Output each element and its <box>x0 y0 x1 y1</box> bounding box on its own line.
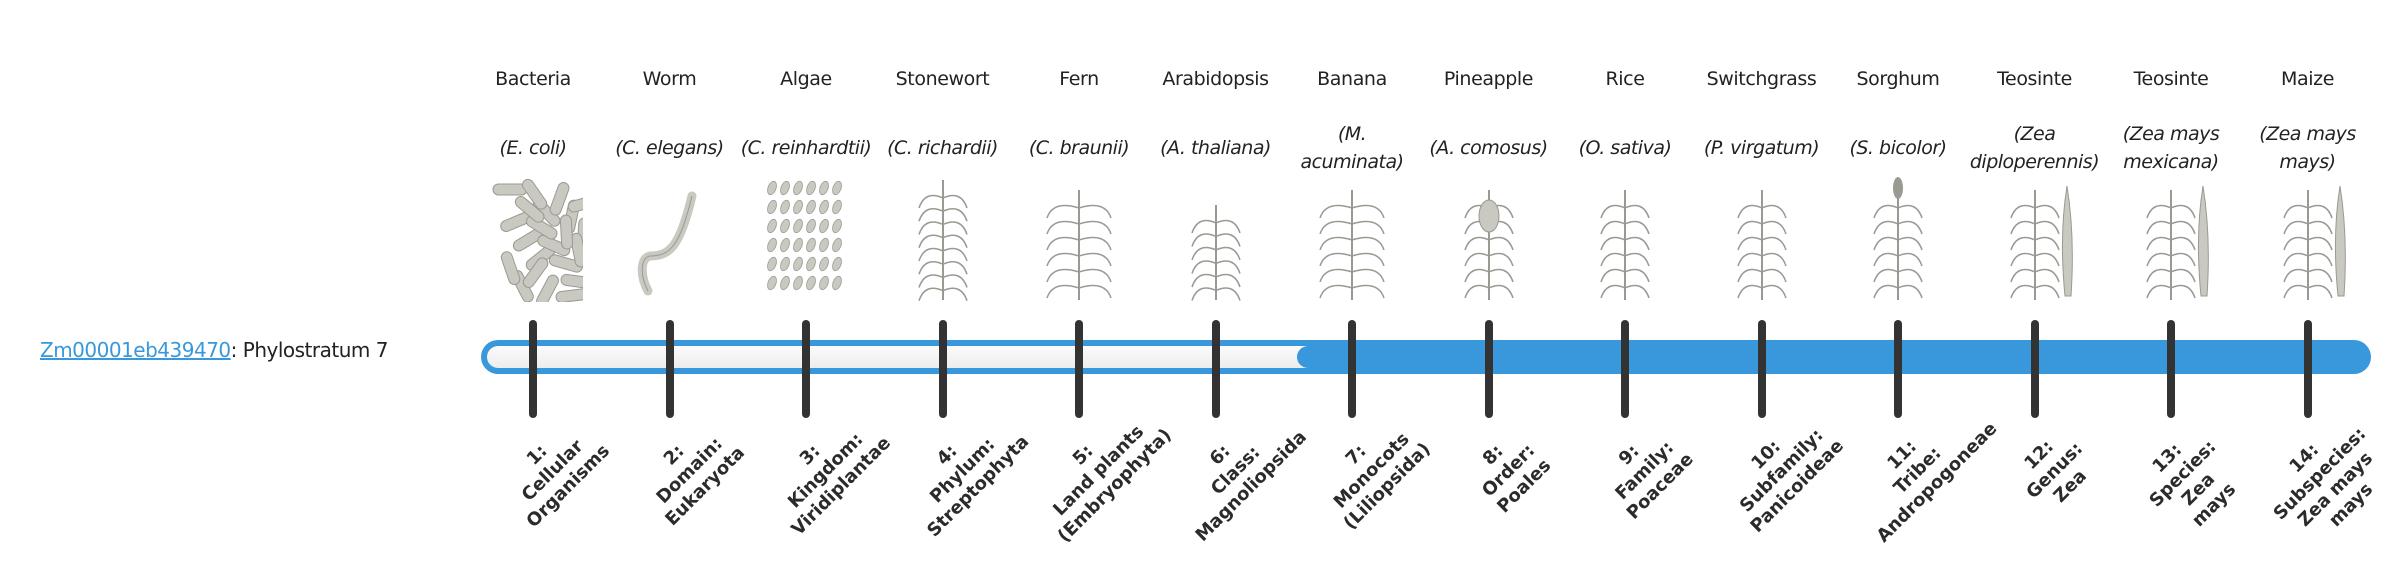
stratum-label: 4: Phylum: Streptophyta <box>922 431 1033 542</box>
bar-unfilled-segment <box>487 346 1319 368</box>
teosinte-illustration <box>2103 176 2239 302</box>
rice-illustration <box>1557 176 1693 302</box>
scientific-name-text: (A. thaliana) <box>1160 137 1271 159</box>
gene-phylostratum-label: Zm00001eb439470: Phylostratum 7 <box>40 338 388 362</box>
scientific-name-text: (Zea mays mexicana) <box>2122 123 2220 173</box>
organism-scientific-name: (C. braunii) <box>1011 118 1147 178</box>
fern-illustration <box>1011 176 1147 302</box>
switchgrass-illustration <box>1694 176 1830 302</box>
stratum-tick <box>665 320 674 418</box>
stratum-label: 13: Species: Zea mays <box>2145 436 2241 532</box>
stratum-label: 14: Subspecies: Zea mays mays <box>2269 423 2377 532</box>
organism-common-name: Arabidopsis <box>1162 68 1269 90</box>
stratum-tick <box>2303 320 2312 418</box>
organism-common-name: Worm <box>642 68 697 90</box>
stonewort-illustration <box>875 176 1011 302</box>
algae-illustration <box>738 176 874 302</box>
organism-scientific-name: (E. coli) <box>465 118 601 178</box>
organism-common-name: Algae <box>780 68 832 90</box>
stratum-label: 8: Order: Poales <box>1477 440 1555 518</box>
organism-common-name: Banana <box>1317 68 1387 90</box>
stratum-tick <box>1348 320 1356 418</box>
stratum-label: 11: Tribe: Andropogoneae <box>1872 418 2002 547</box>
organism-scientific-name: (A. comosus) <box>1421 118 1557 178</box>
organism-scientific-name: (Zea mays mexicana) <box>2103 118 2239 178</box>
organism-common-name: Fern <box>1059 68 1099 90</box>
organism-scientific-name: (Zea diploperennis) <box>1967 118 2103 178</box>
phylostratum-text: : Phylostratum 7 <box>230 338 389 362</box>
organism-scientific-name: (C. elegans) <box>602 118 738 178</box>
arabidopsis-illustration <box>1148 176 1284 302</box>
phylostratum-bar <box>481 340 2371 374</box>
stratum-tick <box>1757 320 1766 418</box>
organism-common-name: Pineapple <box>1443 68 1534 90</box>
stratum-tick <box>1894 320 1902 418</box>
organism-common-name: Sorghum <box>1856 68 1940 90</box>
scientific-name-text: (E. coli) <box>499 137 567 159</box>
organism-scientific-name: (C. richardii) <box>875 118 1011 178</box>
scientific-name-text: (P. virgatum) <box>1703 137 1820 159</box>
maize-illustration <box>2240 176 2376 302</box>
organism-common-name: Stonewort <box>895 68 990 90</box>
scientific-name-text: (C. elegans) <box>615 137 724 159</box>
organism-scientific-name: (S. bicolor) <box>1830 118 1966 178</box>
stratum-label: 3: Kingdom: Viridiplantae <box>783 428 895 540</box>
stratum-label: 10: Subfamily: Panicoideae <box>1735 424 1848 537</box>
organism-common-name: Rice <box>1605 68 1645 90</box>
gene-id-link[interactable]: Zm00001eb439470 <box>40 338 231 362</box>
scientific-name-text: (Zea mays mays) <box>2259 123 2356 173</box>
scientific-name-text: (M. acuminata) <box>1300 123 1404 173</box>
stratum-tick <box>529 320 537 418</box>
scientific-name-text: (C. richardii) <box>887 137 998 159</box>
stratum-tick <box>2167 320 2175 418</box>
stratum-tick <box>1621 320 1629 418</box>
organism-common-name: Switchgrass <box>1706 68 1817 90</box>
stratum-tick <box>802 320 810 418</box>
bacteria-illustration <box>465 176 602 307</box>
organism-scientific-name: (M. acuminata) <box>1284 118 1420 178</box>
organism-scientific-name: (P. virgatum) <box>1694 118 1830 178</box>
stratum-tick <box>1075 320 1083 418</box>
stratum-tick <box>1211 320 1220 418</box>
stratum-tick <box>1484 320 1493 418</box>
scientific-name-text: (A. comosus) <box>1429 137 1548 159</box>
organism-common-name: Teosinte <box>1997 68 2072 90</box>
stratum-label: 12: Genus: Zea <box>2019 436 2091 507</box>
scientific-name-text: (C. braunii) <box>1028 137 1130 159</box>
stratum-tick <box>938 320 947 418</box>
banana-illustration <box>1284 176 1420 302</box>
organism-scientific-name: (Zea mays mays) <box>2240 118 2376 178</box>
stratum-label: 6: Class: Magnoliopsida <box>1191 426 1311 546</box>
organism-scientific-name: (O. sativa) <box>1557 118 1693 178</box>
organism-scientific-name: (A. thaliana) <box>1148 118 1284 178</box>
organism-scientific-name: (C. reinhardtii) <box>738 118 874 178</box>
stratum-tick <box>2030 320 2039 418</box>
pineapple-illustration <box>1421 176 1557 302</box>
worm-illustration <box>602 176 738 302</box>
scientific-name-text: (C. reinhardtii) <box>740 137 872 159</box>
stratum-label: 2: Domain: Eukaryota <box>651 433 749 531</box>
stratum-label: 5: Land plants (Embryophyta) <box>1049 421 1176 547</box>
teosinte-illustration <box>1967 176 2103 302</box>
stratum-label: 1: Cellular Organisms <box>517 435 614 532</box>
organism-common-name: Maize <box>2281 68 2334 90</box>
scientific-name-text: (S. bicolor) <box>1849 137 1947 159</box>
organism-common-name: Teosinte <box>2133 68 2209 90</box>
scientific-name-text: (Zea diploperennis) <box>1969 123 2100 173</box>
sorghum-illustration <box>1830 176 1966 302</box>
organism-common-name: Bacteria <box>495 68 571 90</box>
stratum-label: 7: Monocots (Liliopsida) <box>1329 428 1435 534</box>
scientific-name-text: (O. sativa) <box>1578 137 1672 159</box>
stratum-label: 9: Family: Poaceae <box>1611 437 1698 524</box>
